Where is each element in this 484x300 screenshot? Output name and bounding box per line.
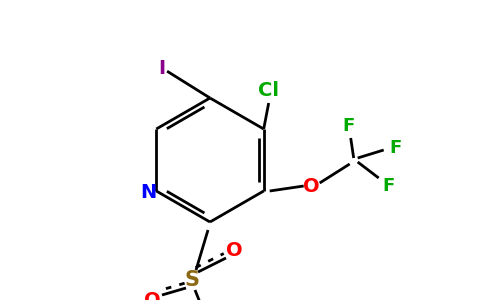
Text: O: O: [303, 176, 320, 196]
Text: O: O: [226, 241, 242, 260]
Text: S: S: [184, 270, 199, 290]
Text: O: O: [144, 290, 160, 300]
Text: N: N: [140, 184, 156, 202]
Text: F: F: [343, 117, 355, 135]
Text: I: I: [158, 58, 166, 77]
Text: F: F: [390, 139, 402, 157]
Text: Cl: Cl: [258, 82, 279, 100]
Text: F: F: [382, 177, 395, 195]
